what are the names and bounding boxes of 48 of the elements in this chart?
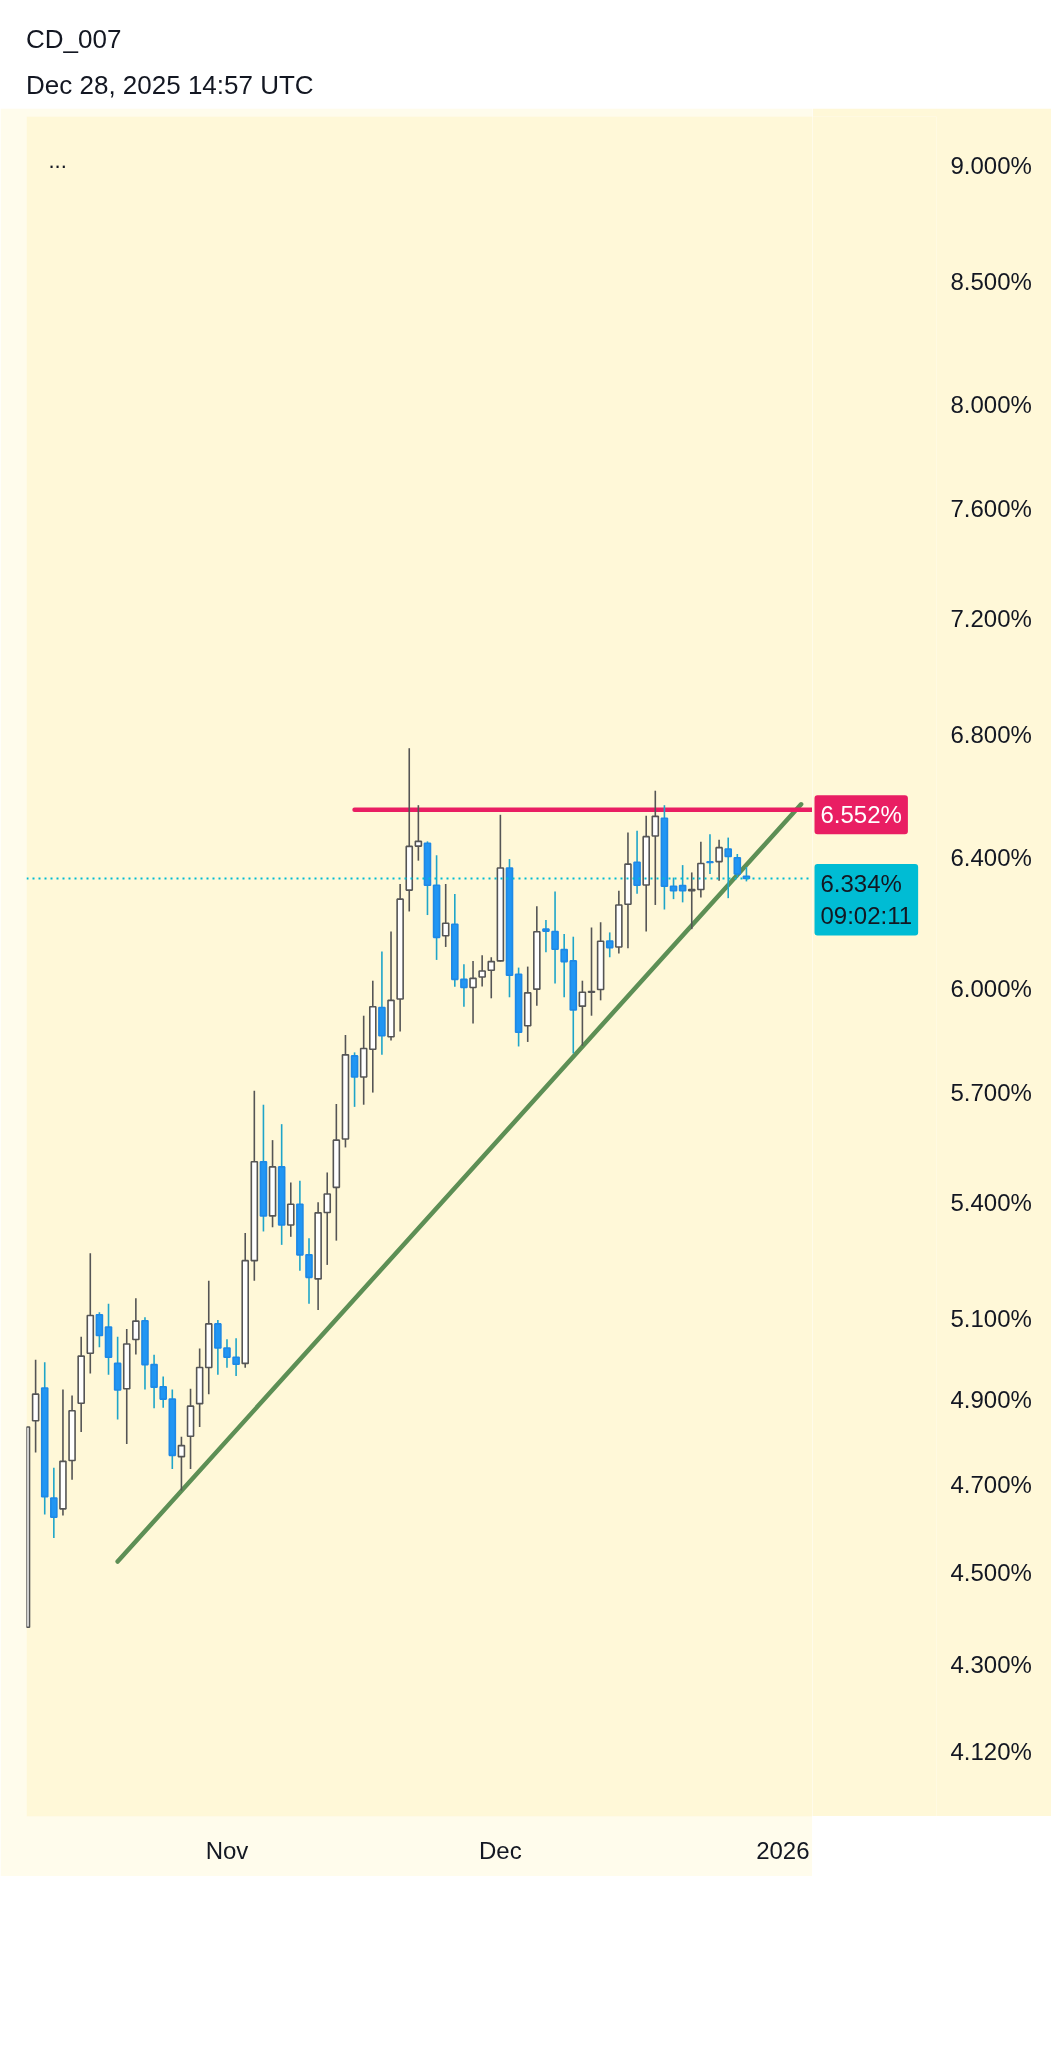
candlestick: [651, 789, 660, 906]
y-tick-label: 6.400%: [950, 843, 1032, 871]
chart-subtitle: Dec 28, 2025 14:57 UTC: [26, 69, 314, 102]
candlestick: [414, 804, 423, 862]
candlestick: [724, 836, 733, 899]
y-tick-label: 4.120%: [950, 1737, 1032, 1765]
candlestick: [487, 956, 496, 1000]
candlestick: [350, 1051, 359, 1108]
y-tick-label: 8.000%: [950, 391, 1032, 419]
chart-title: CD_007: [26, 23, 123, 56]
y-tick-label: 7.600%: [950, 495, 1032, 523]
y-tick-label: 8.500%: [950, 268, 1032, 296]
candlestick: [460, 963, 468, 1008]
x-tick-label: 2026: [756, 1836, 810, 1864]
y-tick-label: 6.800%: [950, 720, 1032, 748]
candlestick: [587, 926, 596, 1017]
candlestick: [95, 1311, 104, 1348]
candlestick: [305, 1237, 313, 1305]
candlestick: [542, 919, 550, 954]
candlestick: [478, 954, 486, 988]
y-tick-label: 4.700%: [950, 1470, 1032, 1498]
y-tick-label: 9.000%: [950, 152, 1032, 180]
candlestick: [715, 839, 723, 882]
annotation: 6.552%: [820, 801, 902, 829]
y-tick-label: 4.300%: [950, 1651, 1032, 1679]
candlestick: [132, 1297, 140, 1356]
y-tick-label: 4.500%: [950, 1558, 1032, 1586]
candlestick: [286, 1181, 295, 1238]
candlestick: [50, 1466, 58, 1539]
y-tick-label: 5.100%: [950, 1304, 1032, 1332]
y-tick-label: 6.000%: [950, 974, 1032, 1002]
candlestick: [578, 979, 587, 1047]
y-tick-label: 5.700%: [950, 1079, 1032, 1107]
y-tick-label: 7.200%: [950, 604, 1032, 632]
y-tick-label: 5.400%: [950, 1188, 1032, 1216]
candlestick: [605, 931, 614, 959]
x-tick-label: Dec: [479, 1836, 522, 1864]
candlestick: [469, 960, 477, 1025]
annotation: ...: [48, 148, 67, 173]
candlestick: [669, 876, 678, 900]
candlestick: [633, 829, 641, 895]
candlestick: [678, 864, 687, 904]
y-tick-label: 4.900%: [950, 1386, 1032, 1414]
candlestick: [733, 853, 742, 879]
candlestick: [706, 833, 714, 875]
ref-line-label: 6.334% 09:02:11: [820, 870, 913, 930]
candlestick: [441, 883, 450, 948]
x-tick-label: Nov: [205, 1836, 249, 1864]
